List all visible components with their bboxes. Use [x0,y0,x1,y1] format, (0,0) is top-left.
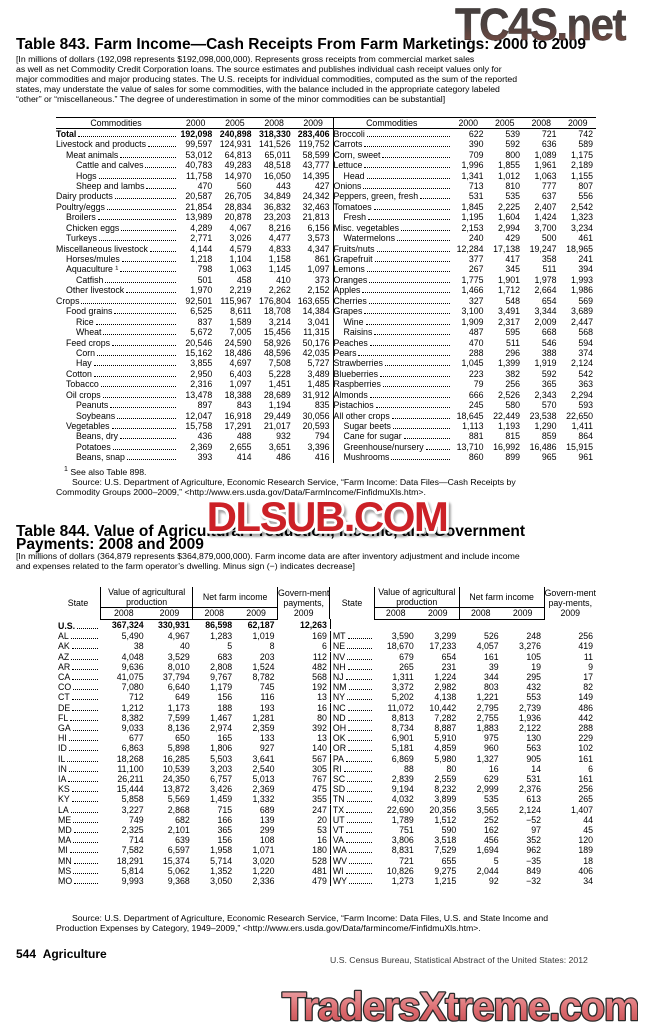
svg-text:TC4S.net: TC4S.net [455,0,627,46]
svg-text:TradersXtreme.com: TradersXtreme.com [282,985,638,1024]
svg-text:DLSUB.COM: DLSUB.COM [207,495,448,540]
